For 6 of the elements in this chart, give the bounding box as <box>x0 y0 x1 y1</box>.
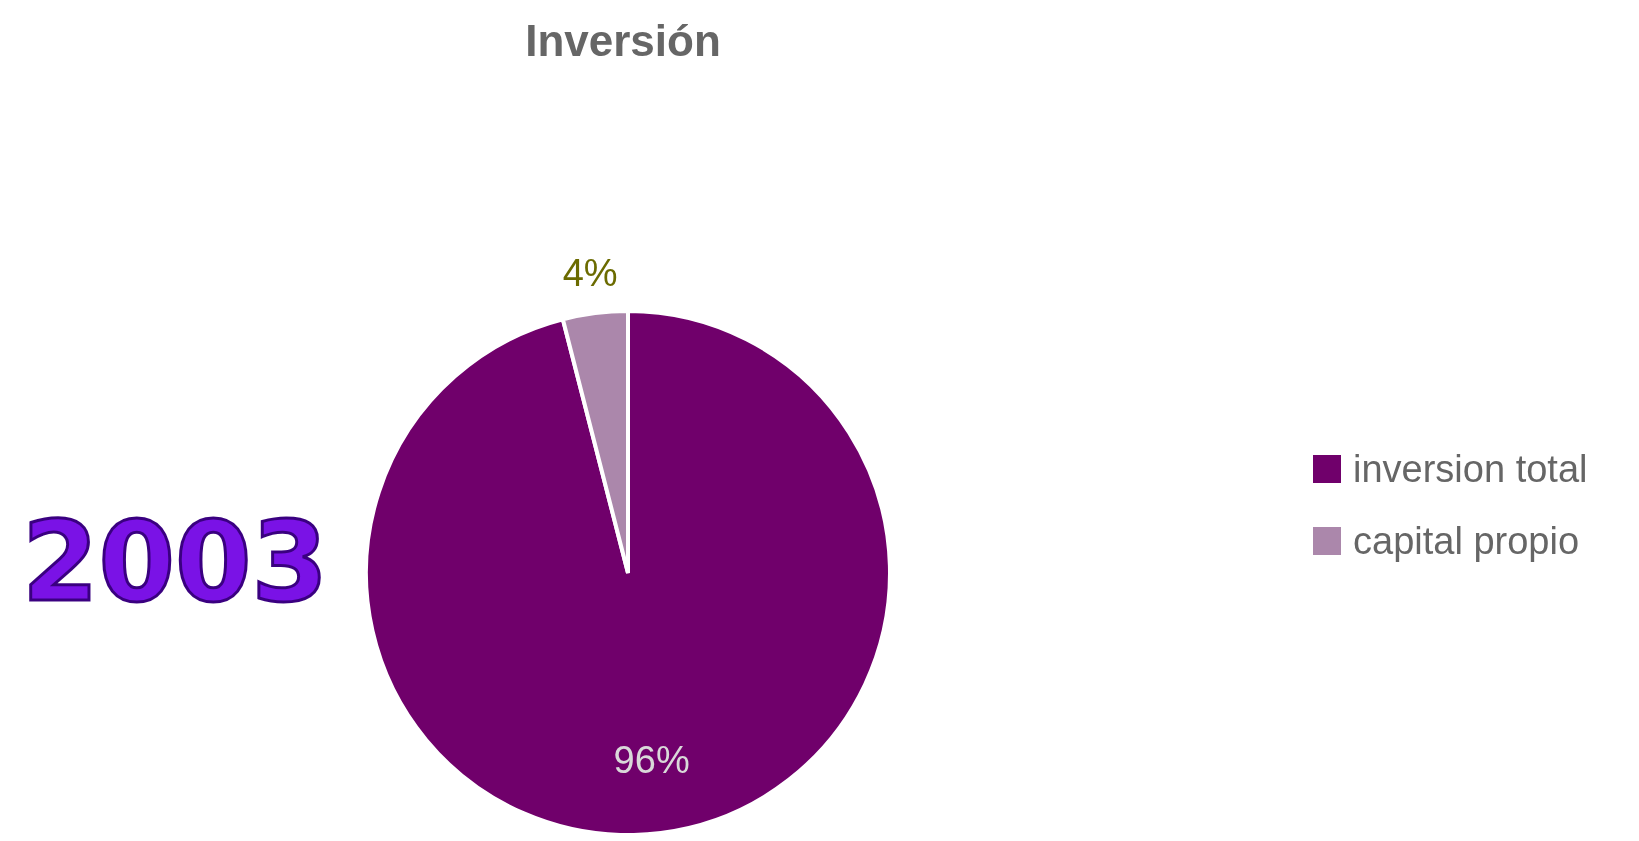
text: 2003 <box>22 498 329 626</box>
data-label: 4% <box>562 252 618 295</box>
legend-label: capital propio <box>1353 519 1580 563</box>
data-label: 96% <box>613 739 690 782</box>
legend-label: inversion total <box>1353 447 1588 491</box>
chart-title: Inversión <box>524 16 722 66</box>
